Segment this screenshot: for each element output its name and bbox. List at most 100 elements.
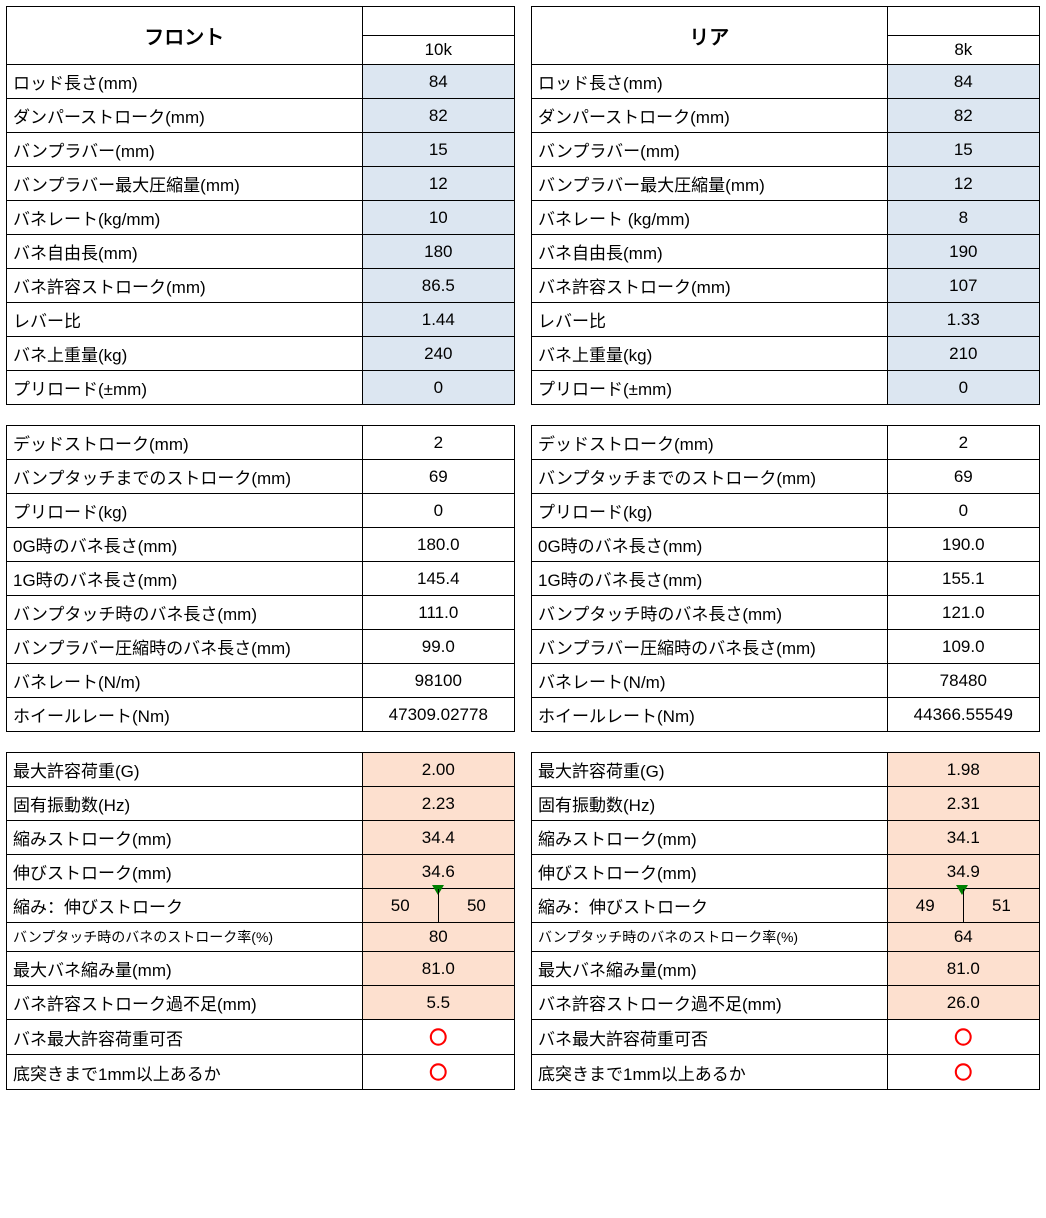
param-value: 15 (887, 133, 1039, 167)
rear-title: リア (532, 7, 888, 65)
result-value: 2.31 (887, 787, 1039, 821)
result-value: 81.0 (362, 952, 514, 986)
calc-value: 0 (887, 494, 1039, 528)
param-value: 107 (887, 269, 1039, 303)
calc-label: バンプタッチまでのストローク(mm) (7, 460, 363, 494)
result-label: 固有振動数(Hz) (7, 787, 363, 821)
param-label: バンプラバー(mm) (7, 133, 363, 167)
param-label: ダンパーストローク(mm) (7, 99, 363, 133)
calc-value: 2 (887, 426, 1039, 460)
result-value: 2.00 (362, 753, 514, 787)
calc-label: バンプラバー圧縮時のバネ長さ(mm) (532, 630, 888, 664)
calc-value: 69 (362, 460, 514, 494)
result-value: 81.0 (887, 952, 1039, 986)
param-label: レバー比 (7, 303, 363, 337)
ok-mark-icon: 〇 (954, 1063, 972, 1083)
rear-result-table: 最大許容荷重(G)1.98固有振動数(Hz)2.31縮みストローク(mm)34.… (531, 752, 1040, 1090)
calc-value: 190.0 (887, 528, 1039, 562)
param-label: バネ上重量(kg) (7, 337, 363, 371)
check-label: バネ最大許容荷重可否 (532, 1020, 888, 1055)
param-label: プリロード(±mm) (7, 371, 363, 405)
param-label: バネ上重量(kg) (532, 337, 888, 371)
calc-value: 78480 (887, 664, 1039, 698)
result-value: 1.98 (887, 753, 1039, 787)
param-label: バネレート (kg/mm) (532, 201, 888, 235)
calc-value: 155.1 (887, 562, 1039, 596)
result-label: 最大許容荷重(G) (7, 753, 363, 787)
param-label: ダンパーストローク(mm) (532, 99, 888, 133)
calc-label: バンプタッチまでのストローク(mm) (532, 460, 888, 494)
param-value: 8 (887, 201, 1039, 235)
check-label: バネ最大許容荷重可否 (7, 1020, 363, 1055)
result-value: 34.6 (362, 855, 514, 889)
param-value: 82 (887, 99, 1039, 133)
ok-mark-icon: 〇 (429, 1028, 447, 1048)
result-label: 最大許容荷重(G) (532, 753, 888, 787)
result-label: 伸びストローク(mm) (7, 855, 363, 889)
calc-label: プリロード(kg) (532, 494, 888, 528)
page: フロント 10kロッド長さ(mm)84ダンパーストローク(mm)82バンプラバー… (6, 6, 1040, 1110)
result-label: バンプタッチ時のバネのストローク率(%) (532, 923, 888, 952)
calc-value: 145.4 (362, 562, 514, 596)
front-calc-table: デッドストローク(mm)2バンプタッチまでのストローク(mm)69プリロード(k… (6, 425, 515, 732)
rear-calc-table: デッドストローク(mm)2バンプタッチまでのストローク(mm)69プリロード(k… (531, 425, 1040, 732)
check-value: 〇 (887, 1020, 1039, 1055)
calc-value: 2 (362, 426, 514, 460)
ratio-right: 50 (439, 896, 514, 916)
blank-cell (362, 7, 514, 36)
calc-value: 98100 (362, 664, 514, 698)
param-label: バネ許容ストローク(mm) (7, 269, 363, 303)
result-label: 最大バネ縮み量(mm) (7, 952, 363, 986)
result-value: 34.4 (362, 821, 514, 855)
param-label: レバー比 (532, 303, 888, 337)
calc-value: 0 (362, 494, 514, 528)
ratio-right: 51 (964, 896, 1039, 916)
calc-label: バンプタッチ時のバネ長さ(mm) (7, 596, 363, 630)
front-column: フロント 10kロッド長さ(mm)84ダンパーストローク(mm)82バンプラバー… (6, 6, 515, 1110)
calc-value: 44366.55549 (887, 698, 1039, 732)
param-label: バンプラバー(mm) (532, 133, 888, 167)
param-label: バネ自由長(mm) (532, 235, 888, 269)
calc-label: バンプタッチ時のバネ長さ(mm) (532, 596, 888, 630)
blank-cell (887, 7, 1039, 36)
calc-label: デッドストローク(mm) (7, 426, 363, 460)
ratio-cell: 5050 (362, 889, 514, 923)
calc-label: バンプラバー圧縮時のバネ長さ(mm) (7, 630, 363, 664)
check-label: 底突きまで1mm以上あるか (532, 1055, 888, 1090)
check-value: 〇 (887, 1055, 1039, 1090)
result-label: 縮みストローク(mm) (532, 821, 888, 855)
param-value: 190 (887, 235, 1039, 269)
param-value: 1.44 (362, 303, 514, 337)
param-value: 0 (362, 371, 514, 405)
ratio-left: 50 (363, 896, 438, 916)
param-label: プリロード(±mm) (532, 371, 888, 405)
check-label: 底突きまで1mm以上あるか (7, 1055, 363, 1090)
result-value: 80 (362, 923, 514, 952)
calc-label: 0G時のバネ長さ(mm) (7, 528, 363, 562)
calc-label: デッドストローク(mm) (532, 426, 888, 460)
calc-label: ホイールレート(Nm) (7, 698, 363, 732)
ok-mark-icon: 〇 (954, 1028, 972, 1048)
calc-value: 69 (887, 460, 1039, 494)
ratio-label: 縮み：伸びストローク (7, 889, 363, 923)
result-label: 縮みストローク(mm) (7, 821, 363, 855)
calc-value: 109.0 (887, 630, 1039, 664)
result-value: 5.5 (362, 986, 514, 1020)
param-value: 1.33 (887, 303, 1039, 337)
result-value: 26.0 (887, 986, 1039, 1020)
calc-value: 47309.02778 (362, 698, 514, 732)
ratio-left: 49 (888, 896, 963, 916)
param-label: バンプラバー最大圧縮量(mm) (532, 167, 888, 201)
ratio-cell: 4951 (887, 889, 1039, 923)
param-value: 12 (362, 167, 514, 201)
calc-label: バネレート(N/m) (532, 664, 888, 698)
rear-col-header: 8k (887, 36, 1039, 65)
calc-label: ホイールレート(Nm) (532, 698, 888, 732)
check-value: 〇 (362, 1020, 514, 1055)
param-value: 84 (887, 65, 1039, 99)
result-value: 34.9 (887, 855, 1039, 889)
result-label: 固有振動数(Hz) (532, 787, 888, 821)
result-label: バンプタッチ時のバネのストローク率(%) (7, 923, 363, 952)
calc-label: 1G時のバネ長さ(mm) (7, 562, 363, 596)
param-label: ロッド長さ(mm) (7, 65, 363, 99)
